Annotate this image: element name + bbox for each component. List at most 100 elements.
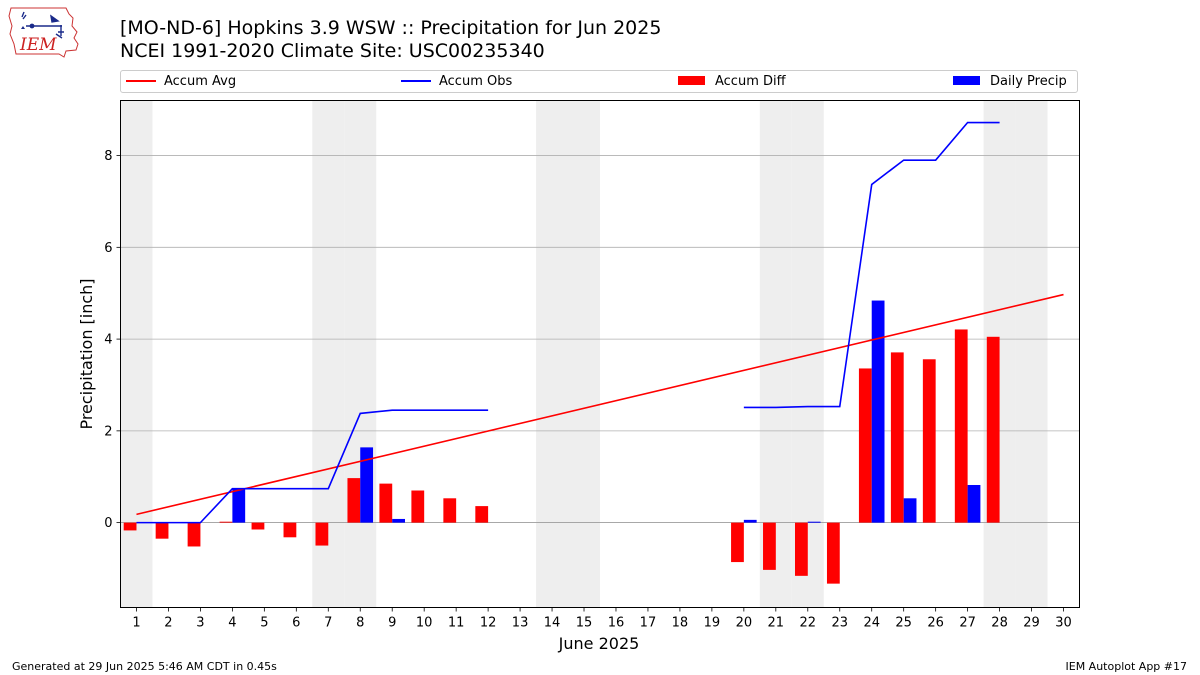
y-tick-label: 2 xyxy=(104,424,112,439)
x-tick-label: 9 xyxy=(388,616,396,631)
daily-precip-bar xyxy=(392,518,406,523)
y-tick-label: 6 xyxy=(104,241,112,256)
weekend-band xyxy=(568,100,600,608)
legend: Accum Avg Accum Obs Accum Diff Daily Pre… xyxy=(120,70,1078,93)
x-tick-label: 20 xyxy=(736,616,753,631)
x-tick-label: 2 xyxy=(164,616,172,631)
y-tick-label: 0 xyxy=(104,516,112,531)
accum-diff-bar xyxy=(986,336,1000,523)
accum-diff-bar xyxy=(123,522,137,531)
accum-diff-bar xyxy=(954,329,968,523)
y-tick-label: 8 xyxy=(104,149,112,164)
logo-text: IEM xyxy=(19,35,57,55)
x-tick-label: 15 xyxy=(576,616,593,631)
accum-obs-line xyxy=(136,409,489,524)
legend-label-accum-obs: Accum Obs xyxy=(439,74,513,89)
legend-label-accum-avg: Accum Avg xyxy=(164,74,237,89)
x-axis-ticks: 1 2 3 4 5 6 7 8 9 10 11 12 13 14 15 16 17 18 19 20 21 22 23 24 2… xyxy=(132,607,1072,631)
accum-diff-bar xyxy=(858,368,872,523)
legend-item-accum-avg: Accum Avg xyxy=(126,74,236,90)
plot-frame xyxy=(120,100,1080,608)
x-tick-label: 14 xyxy=(544,616,561,631)
x-tick-label: 10 xyxy=(416,616,433,631)
weekend-band xyxy=(344,100,377,608)
app-label: IEM Autoplot App #17 xyxy=(1065,660,1188,673)
y-axis-ticks: 0 2 4 6 8 xyxy=(104,149,121,531)
daily-precip-bar xyxy=(360,447,374,523)
legend-item-accum-diff: Accum Diff xyxy=(678,74,786,90)
accum-diff-bar xyxy=(826,522,840,584)
x-tick-label: 18 xyxy=(672,616,689,631)
accum-diff-bar xyxy=(187,522,201,547)
accum-diff-bar xyxy=(219,521,233,523)
daily-precip-bar xyxy=(807,521,821,523)
title-block: [MO-ND-6] Hopkins 3.9 WSW :: Precipitati… xyxy=(120,17,661,63)
weekend-band xyxy=(1015,100,1048,608)
x-axis-label: June 2025 xyxy=(558,634,640,653)
x-tick-label: 11 xyxy=(448,616,465,631)
x-tick-label: 25 xyxy=(895,616,912,631)
accum-avg-line xyxy=(136,293,1064,516)
x-tick-label: 12 xyxy=(480,616,497,631)
legend-label-accum-diff: Accum Diff xyxy=(715,74,786,89)
x-tick-label: 16 xyxy=(608,616,625,631)
accum-obs-line xyxy=(743,121,1000,409)
x-tick-label: 30 xyxy=(1055,616,1072,631)
accum-diff-bar xyxy=(731,522,744,563)
legend-swatch-accum-avg xyxy=(126,79,156,82)
x-tick-label: 27 xyxy=(959,616,976,631)
accum-diff-bar xyxy=(922,359,936,523)
bars xyxy=(123,300,1000,584)
accum-diff-bar xyxy=(443,498,457,523)
daily-precip-bar xyxy=(871,300,885,523)
accum-diff-bar xyxy=(379,483,393,523)
x-tick-label: 4 xyxy=(228,616,236,631)
accum-diff-bar xyxy=(315,522,329,546)
legend-item-daily-precip: Daily Precip xyxy=(953,74,1067,90)
accum-diff-bar xyxy=(347,478,361,523)
accum-diff-bar xyxy=(411,490,425,523)
daily-precip-bar xyxy=(232,488,246,523)
x-tick-label: 1 xyxy=(132,616,140,631)
x-tick-label: 22 xyxy=(800,616,817,631)
accum-diff-bar xyxy=(251,522,265,530)
series-lines xyxy=(136,121,1064,524)
y-tick-label: 4 xyxy=(104,333,112,348)
accum-diff-bar xyxy=(283,522,297,538)
chart-subtitle: NCEI 1991-2020 Climate Site: USC00235340 xyxy=(120,40,545,62)
weekend-band xyxy=(536,100,569,608)
weekend-shading xyxy=(120,100,1048,608)
legend-swatch-daily-precip xyxy=(953,76,980,85)
x-tick-label: 19 xyxy=(704,616,721,631)
x-tick-label: 13 xyxy=(512,616,529,631)
accum-diff-bar xyxy=(890,352,904,523)
y-axis-label: Precipitation [inch] xyxy=(77,278,96,429)
x-tick-label: 26 xyxy=(927,616,944,631)
daily-precip-bar xyxy=(903,498,917,523)
x-tick-label: 23 xyxy=(831,616,848,631)
x-tick-label: 21 xyxy=(768,616,785,631)
legend-label-daily-precip: Daily Precip xyxy=(990,74,1067,89)
x-tick-label: 6 xyxy=(292,616,300,631)
accum-diff-bar xyxy=(475,506,489,523)
accum-diff-bar xyxy=(794,522,808,576)
legend-swatch-accum-obs xyxy=(401,79,431,82)
chart-title: [MO-ND-6] Hopkins 3.9 WSW :: Precipitati… xyxy=(120,17,662,39)
x-tick-label: 7 xyxy=(324,616,332,631)
iem-logo: IEM xyxy=(8,7,79,58)
accum-diff-bar xyxy=(763,522,776,570)
x-tick-label: 24 xyxy=(863,616,880,631)
accum-diff-bar xyxy=(155,522,169,539)
grid-lines xyxy=(120,155,1080,524)
x-tick-label: 3 xyxy=(196,616,204,631)
generated-timestamp: Generated at 29 Jun 2025 5:46 AM CDT in … xyxy=(12,660,277,673)
x-tick-label: 28 xyxy=(991,616,1008,631)
x-tick-label: 17 xyxy=(640,616,657,631)
daily-precip-bar xyxy=(967,484,981,523)
daily-precip-bar xyxy=(743,519,757,523)
legend-swatch-accum-diff xyxy=(678,76,705,85)
x-tick-label: 8 xyxy=(356,616,364,631)
x-tick-label: 5 xyxy=(260,616,268,631)
weekend-band xyxy=(120,100,153,608)
